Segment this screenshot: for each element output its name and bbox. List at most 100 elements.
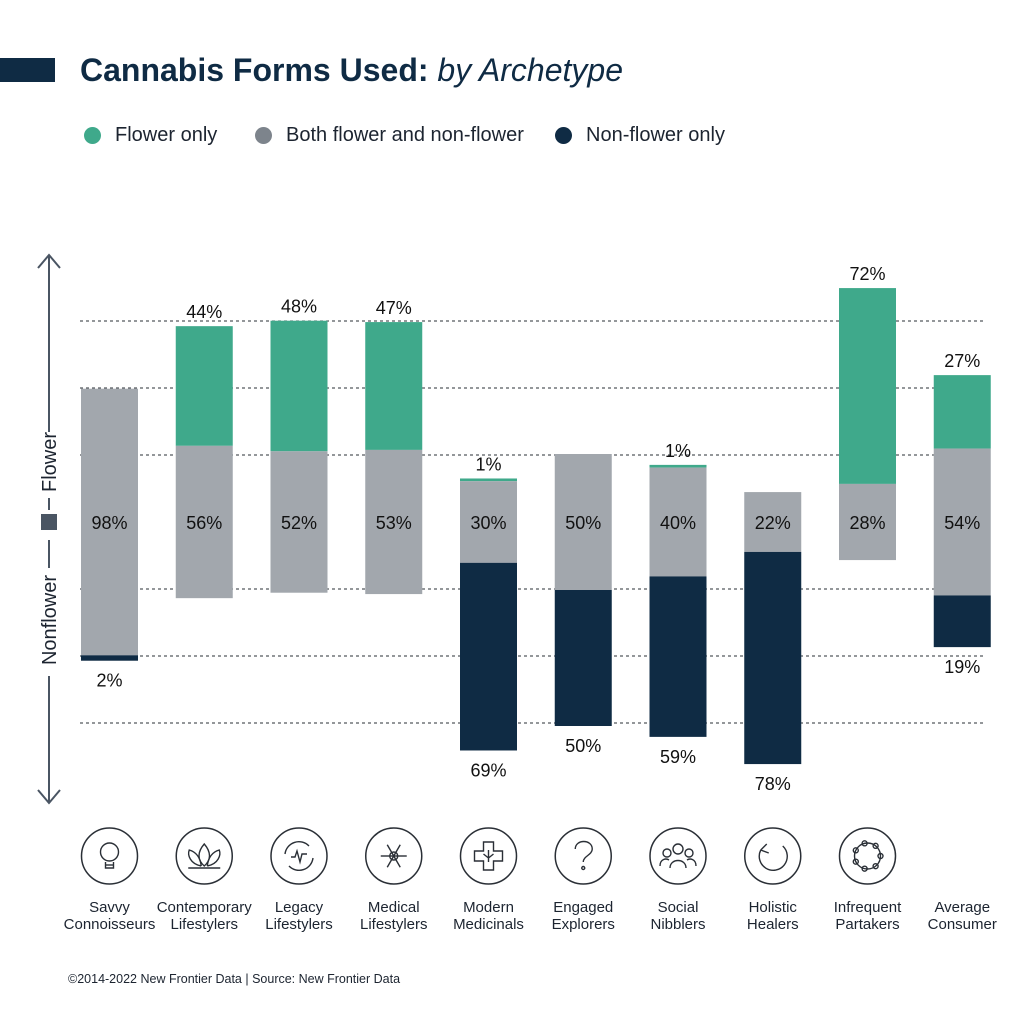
category-label-infrequent-partakers-line-2: Partakers xyxy=(835,916,899,933)
axis-label-nonflower: Nonflower xyxy=(39,575,61,665)
category-label-medical-lifestylers-line-1: Medical xyxy=(368,899,420,916)
legend-swatch-flower-only xyxy=(84,127,101,144)
bar-both-social-nibblers xyxy=(649,467,707,577)
category-label-savvy-connoisseurs-line-2: Connoisseurs xyxy=(64,916,156,933)
data-label-both-savvy-connoisseurs: 98% xyxy=(91,513,127,533)
title-main: Cannabis Forms Used: xyxy=(80,52,429,88)
category-label-social-nibblers-line-2: Nibblers xyxy=(650,916,705,933)
icon-ring-savvy-connoisseurs xyxy=(80,827,139,885)
data-label-both-engaged-explorers: 50% xyxy=(565,513,601,533)
bar-nonflower-holistic-healers xyxy=(744,551,802,765)
people-group-icon xyxy=(659,843,697,869)
lotus-icon xyxy=(188,842,221,869)
bar-flower-infrequent-partakers xyxy=(839,288,896,484)
bar-both-medical-lifestylers xyxy=(365,449,423,595)
data-label-flower-contemporary-lifestylers: 44% xyxy=(186,302,222,322)
icon-ring-medical-lifestylers xyxy=(365,827,423,885)
icon-ring-social-nibblers xyxy=(649,827,707,885)
dotted-circle-icon xyxy=(852,840,884,872)
data-label-flower-modern-medicinals: 1% xyxy=(475,454,501,474)
category-label-contemporary-lifestylers-line-1: Contemporary xyxy=(157,899,253,916)
category-label-modern-medicinals-line-1: Modern xyxy=(463,899,514,916)
circular-arrow-icon xyxy=(758,843,788,871)
category-label-holistic-healers-line-2: Healers xyxy=(747,916,799,933)
axis-arrow-up-icon xyxy=(37,253,61,269)
legend-item-non-flower-only: Non-flower only xyxy=(555,124,725,147)
title-sub: by Archetype xyxy=(437,52,623,88)
bar-both-contemporary-lifestylers xyxy=(175,445,233,599)
icon-ring-engaged-explorers xyxy=(554,827,612,885)
legend-label-non-flower-only: Non-flower only xyxy=(586,124,725,146)
category-label-average-consumer-line-2: Consumer xyxy=(928,916,997,933)
bar-nonflower-savvy-connoisseurs xyxy=(81,655,138,661)
data-label-nonflower-social-nibblers: 59% xyxy=(660,747,696,767)
category-label-modern-medicinals-line-2: Medicinals xyxy=(453,916,524,933)
data-label-both-holistic-healers: 22% xyxy=(755,513,791,533)
legend-swatch-non-flower-only xyxy=(555,127,572,144)
caduceus-icon xyxy=(380,844,407,868)
icon-ring-legacy-lifestylers xyxy=(270,827,328,885)
bar-both-modern-medicinals xyxy=(460,481,517,563)
category-label-social-nibblers-line-1: Social xyxy=(658,899,699,916)
category-label-legacy-lifestylers-line-1: Legacy xyxy=(275,899,324,916)
bar-nonflower-average-consumer xyxy=(933,595,991,648)
lightbulb-icon xyxy=(99,842,120,869)
bar-both-legacy-lifestylers xyxy=(270,451,328,593)
axis-center-marker xyxy=(41,514,57,530)
category-label-legacy-lifestylers-line-2: Lifestylers xyxy=(265,916,333,933)
data-label-both-modern-medicinals: 30% xyxy=(470,513,506,533)
category-label-holistic-healers-line-1: Holistic xyxy=(749,899,798,916)
icon-ring-holistic-healers xyxy=(744,827,802,885)
bar-flower-average-consumer xyxy=(933,375,991,449)
recycle-heart-icon xyxy=(284,840,314,872)
category-label-engaged-explorers-line-2: Explorers xyxy=(552,916,615,933)
data-label-flower-average-consumer: 27% xyxy=(944,351,980,371)
bar-flower-contemporary-lifestylers xyxy=(175,326,233,446)
footer-source: ©2014-2022 New Frontier Data | Source: N… xyxy=(68,972,401,986)
icon-ring-infrequent-partakers xyxy=(838,827,897,885)
data-label-both-average-consumer: 54% xyxy=(944,513,980,533)
axis-arrow-down-icon xyxy=(37,789,61,805)
data-label-both-medical-lifestylers: 53% xyxy=(376,513,412,533)
legend-swatch-both xyxy=(255,127,272,144)
data-label-both-social-nibblers: 40% xyxy=(660,513,696,533)
legend-label-flower-only: Flower only xyxy=(115,124,218,146)
bar-both-engaged-explorers xyxy=(554,454,612,590)
data-label-nonflower-average-consumer: 19% xyxy=(944,657,980,677)
data-label-both-legacy-lifestylers: 52% xyxy=(281,513,317,533)
bar-flower-modern-medicinals xyxy=(460,478,517,482)
axis-label-flower: Flower xyxy=(39,432,61,492)
legend-item-flower-only: Flower only xyxy=(84,124,217,147)
bar-flower-legacy-lifestylers xyxy=(270,320,328,452)
bar-flower-medical-lifestylers xyxy=(365,322,423,450)
bar-both-infrequent-partakers xyxy=(839,483,896,561)
bar-nonflower-engaged-explorers xyxy=(554,590,612,726)
data-label-nonflower-savvy-connoisseurs: 2% xyxy=(96,671,122,691)
bar-both-holistic-healers xyxy=(744,492,802,552)
data-label-flower-infrequent-partakers: 72% xyxy=(849,264,885,284)
data-label-both-infrequent-partakers: 28% xyxy=(849,513,885,533)
category-label-average-consumer-line-1: Average xyxy=(934,899,990,916)
medical-cross-leaf-icon xyxy=(473,841,504,871)
chart-title: Cannabis Forms Used: by Archetype xyxy=(80,52,623,89)
data-label-both-contemporary-lifestylers: 56% xyxy=(186,513,222,533)
category-label-savvy-connoisseurs-line-1: Savvy xyxy=(89,899,130,916)
question-mark-icon xyxy=(574,840,593,871)
category-label-engaged-explorers-line-1: Engaged xyxy=(553,899,613,916)
category-label-infrequent-partakers-line-1: Infrequent xyxy=(834,899,902,916)
bar-nonflower-social-nibblers xyxy=(649,576,707,737)
data-label-flower-medical-lifestylers: 47% xyxy=(376,298,412,318)
data-label-nonflower-engaged-explorers: 50% xyxy=(565,736,601,756)
bar-nonflower-modern-medicinals xyxy=(460,562,517,751)
data-label-nonflower-holistic-healers: 78% xyxy=(755,774,791,794)
data-label-flower-legacy-lifestylers: 48% xyxy=(281,297,317,317)
data-label-nonflower-modern-medicinals: 69% xyxy=(470,760,506,780)
title-accent-bar xyxy=(0,58,55,82)
icon-ring-modern-medicinals xyxy=(459,827,518,885)
icon-ring-contemporary-lifestylers xyxy=(175,827,233,885)
bar-both-savvy-connoisseurs xyxy=(81,388,138,656)
legend-item-both: Both flower and non-flower xyxy=(255,124,524,147)
bar-flower-social-nibblers xyxy=(649,464,707,468)
legend-label-both: Both flower and non-flower xyxy=(286,124,524,146)
